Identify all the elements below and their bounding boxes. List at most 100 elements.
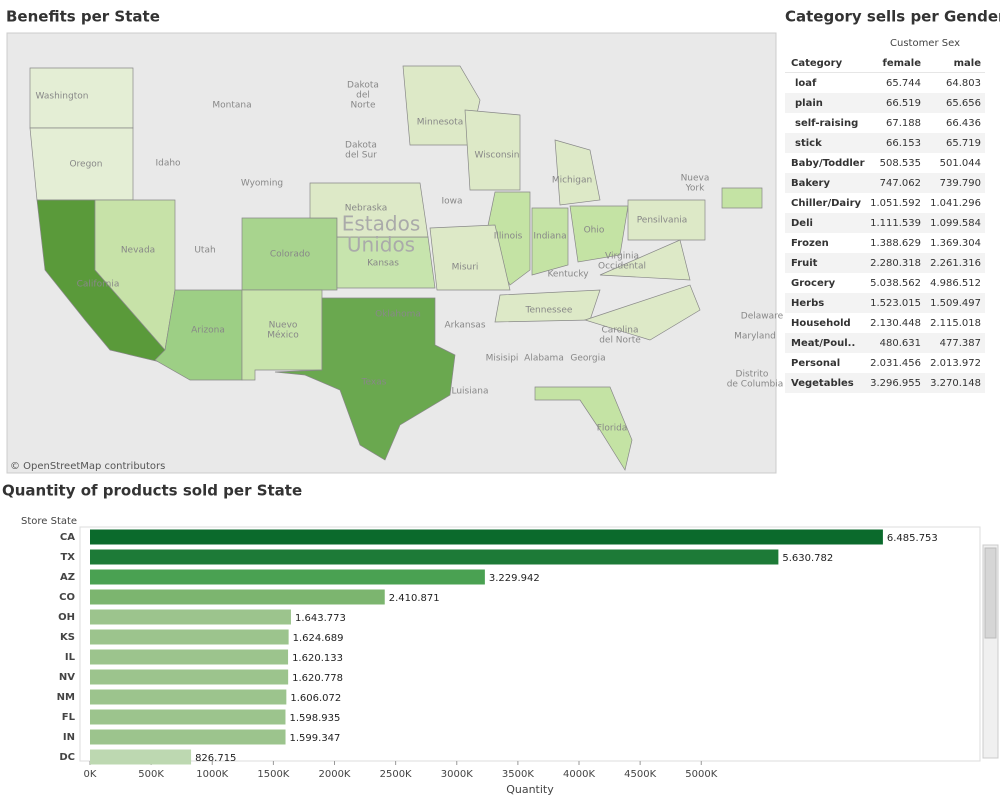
map-label: Alabama xyxy=(524,354,564,364)
table-cell: 5.038.562 xyxy=(870,278,921,289)
map-label: Maryland xyxy=(734,332,776,342)
map-label: Tennessee xyxy=(525,306,573,316)
table-row xyxy=(785,313,985,333)
table-cell: 64.803 xyxy=(946,78,981,89)
table-cell: 66.153 xyxy=(886,138,921,149)
table-cell: 66.519 xyxy=(886,98,921,109)
table-row xyxy=(785,133,985,153)
table-cell: 3.270.148 xyxy=(930,378,981,389)
table-cell: 2.130.448 xyxy=(870,318,921,329)
table-cell: 477.387 xyxy=(940,338,981,349)
data-label: 826.715 xyxy=(195,753,236,764)
map-label: del Norte xyxy=(599,336,641,346)
map-label: del Sur xyxy=(345,151,377,161)
map-attribution: © OpenStreetMap contributors xyxy=(10,461,165,472)
map-title: Benefits per State xyxy=(6,8,160,26)
table-row xyxy=(785,273,985,293)
scrollbar-thumb[interactable] xyxy=(984,547,997,639)
map-label: Wyoming xyxy=(241,179,283,189)
data-label: 1.599.347 xyxy=(290,733,341,744)
row-header: Fruit xyxy=(791,258,818,269)
bar xyxy=(90,569,485,585)
data-label: 1.624.689 xyxy=(293,633,344,644)
map-label: Luisiana xyxy=(452,387,489,397)
map-label: Washington xyxy=(36,92,89,102)
table-row xyxy=(785,93,985,113)
table-row xyxy=(785,373,985,393)
map-label: Delaware xyxy=(741,312,784,322)
table-cell: 65.656 xyxy=(946,98,981,109)
row-header: Baby/Toddler xyxy=(791,158,865,169)
bar xyxy=(90,709,286,725)
map-label: del xyxy=(356,91,370,101)
x-axis-title: Quantity xyxy=(506,783,554,796)
bar-chart-title: Quantity of products sold per State xyxy=(2,482,302,500)
table-cell: 1.509.497 xyxy=(930,298,981,309)
bar xyxy=(90,669,289,685)
x-tick-label: 4500K xyxy=(624,769,656,780)
map-states xyxy=(29,65,763,471)
y-tick-label: FL xyxy=(62,712,76,723)
map-label: Estados xyxy=(342,212,421,236)
map-label: Utah xyxy=(194,246,215,256)
bar xyxy=(90,549,779,565)
data-label: 1.620.133 xyxy=(292,653,343,664)
row-header: Bakery xyxy=(791,178,830,189)
row-header: Deli xyxy=(791,218,813,229)
table-cell: 3.296.955 xyxy=(870,378,921,389)
map-label: Georgia xyxy=(570,354,605,364)
table-group-header: Customer Sex xyxy=(890,38,960,49)
table-cell: 1.388.629 xyxy=(870,238,921,249)
x-tick-label: 4000K xyxy=(563,769,595,780)
row-header: Herbs xyxy=(791,298,824,309)
bar xyxy=(90,689,287,705)
map-label: Nueva xyxy=(681,174,710,184)
row-header: Frozen xyxy=(791,238,829,249)
table-cell: 65.719 xyxy=(946,138,981,149)
map-label: Distrito xyxy=(736,370,769,380)
map-label: Montana xyxy=(212,101,251,111)
map-label: Dakota xyxy=(345,141,377,151)
column-header: male xyxy=(954,58,982,69)
row-header: plain xyxy=(795,98,823,109)
y-tick-label: CO xyxy=(59,592,75,603)
row-header: Grocery xyxy=(791,278,836,289)
table-cell: 1.041.296 xyxy=(930,198,981,209)
table-cell: 2.115.018 xyxy=(930,318,981,329)
map-label: Carolina xyxy=(601,326,638,336)
bar xyxy=(90,529,883,545)
x-tick-label: 5000K xyxy=(685,769,717,780)
table-cell: 1.369.304 xyxy=(930,238,981,249)
map-label: Dakota xyxy=(347,81,379,91)
table-cell: 747.062 xyxy=(880,178,921,189)
data-label: 1.620.778 xyxy=(292,673,343,684)
y-tick-label: IN xyxy=(63,732,75,743)
map-label: Norte xyxy=(350,101,375,111)
y-axis-title: Store State xyxy=(21,516,77,527)
row-header: Meat/Poul.. xyxy=(791,338,855,349)
table-row xyxy=(785,173,985,193)
table-cell: 1.523.015 xyxy=(870,298,921,309)
y-tick-label: NM xyxy=(57,692,75,703)
table-title: Category sells per Gender xyxy=(785,8,1000,26)
y-tick-label: CA xyxy=(60,532,75,543)
y-tick-label: NV xyxy=(59,672,75,683)
table-cell: 2.013.972 xyxy=(930,358,981,369)
x-tick-label: 1000K xyxy=(196,769,228,780)
y-tick-label: OH xyxy=(58,612,75,623)
map-label: Iowa xyxy=(441,197,462,207)
map-label: Unidos xyxy=(347,233,415,257)
map-label: de Columbia xyxy=(727,380,784,390)
table-row xyxy=(785,193,985,213)
data-label: 6.485.753 xyxy=(887,533,938,544)
row-header: Personal xyxy=(791,358,840,369)
table-cell: 4.986.512 xyxy=(930,278,981,289)
map-label: Illinois xyxy=(494,232,523,242)
table-row xyxy=(785,293,985,313)
map-label: Texas xyxy=(361,378,387,388)
map-label: Kentucky xyxy=(547,270,589,280)
data-label: 5.630.782 xyxy=(782,553,833,564)
y-tick-label: AZ xyxy=(60,572,75,583)
x-tick-label: 2500K xyxy=(380,769,412,780)
